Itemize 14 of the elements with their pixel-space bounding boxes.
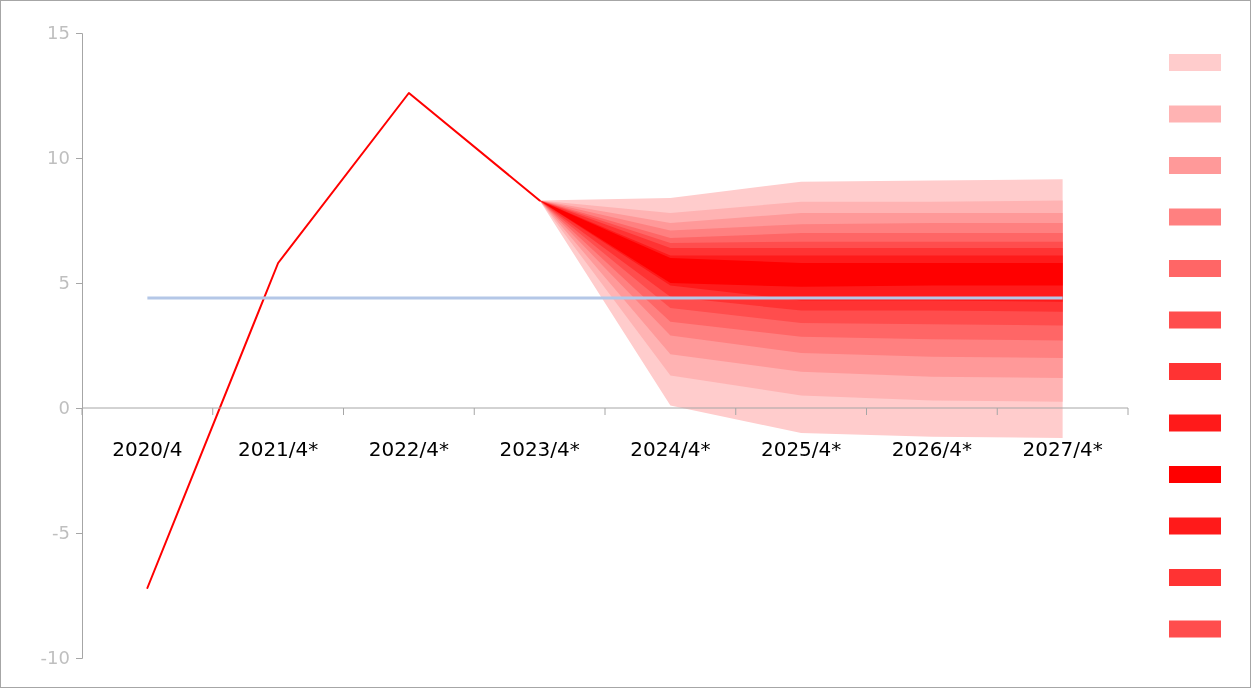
x-tick-label: 2020/4 [112, 437, 183, 461]
y-tick-label: 10 [47, 147, 70, 169]
x-tick-label: 2027/4* [1022, 437, 1103, 461]
x-tick-label: 2025/4* [760, 437, 842, 461]
x-tick-label: 2024/4* [630, 437, 711, 461]
x-tick-label: 2021/4* [237, 437, 319, 461]
y-tick-label: -5 [52, 522, 70, 544]
y-tick-label: 5 [58, 272, 70, 294]
x-tick-label: 2023/4* [499, 437, 580, 461]
y-tick-label: -10 [40, 647, 70, 669]
y-tick-label: 15 [47, 22, 70, 44]
y-tick-label: 0 [58, 397, 70, 419]
x-tick-label: 2026/4* [891, 437, 973, 461]
x-tick-label: 2022/4* [368, 437, 450, 461]
